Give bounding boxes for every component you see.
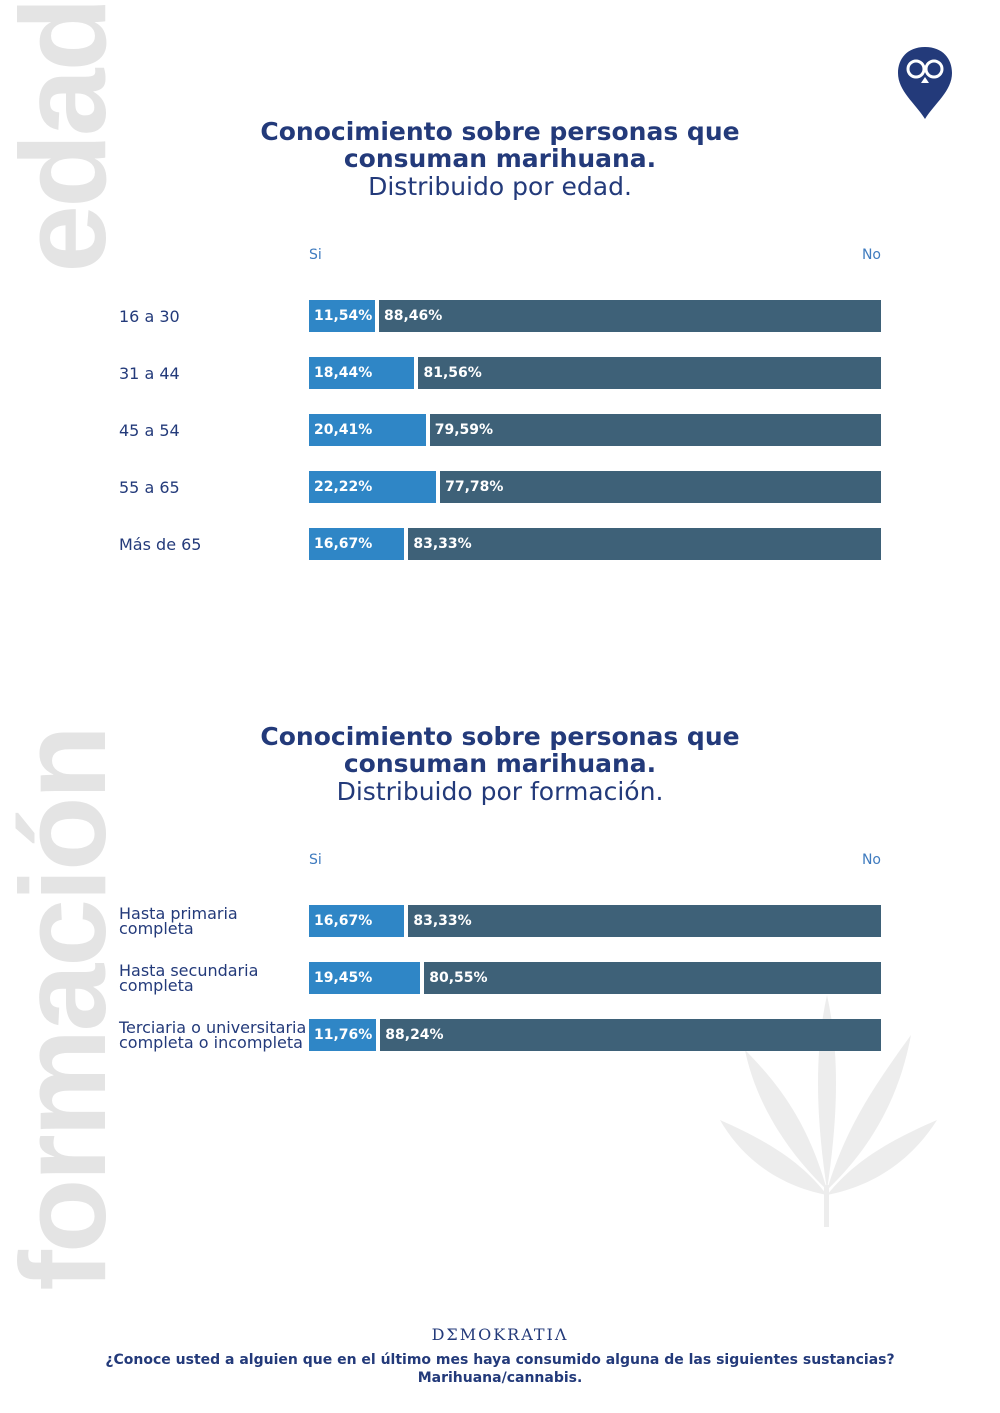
bar-segment xyxy=(379,300,881,332)
bar-segment xyxy=(440,471,881,503)
value-label: 22,22% xyxy=(314,479,373,495)
value-label: 11,76% xyxy=(314,1027,373,1043)
category-label: 16 a 30 xyxy=(119,306,180,326)
footer-question: ¿Conoce usted a alguien que en el último… xyxy=(105,1352,895,1368)
bar-segment xyxy=(418,357,881,389)
value-label: 19,45% xyxy=(314,970,373,986)
bar-segment xyxy=(424,962,881,994)
value-label: 79,59% xyxy=(434,422,494,438)
category-label: Terciaria o universitaria completa o inc… xyxy=(119,1018,307,1052)
chart-subtitle: Distribuido por edad. xyxy=(368,172,632,201)
bar-segment xyxy=(309,357,415,389)
category-label: Más de 65 xyxy=(119,534,202,554)
value-label: 11,54% xyxy=(314,308,373,324)
value-label: 16,67% xyxy=(314,536,373,552)
bar-segment xyxy=(309,962,421,994)
legend-entry: No xyxy=(861,247,881,263)
category-label: 55 a 65 xyxy=(119,477,180,497)
side-label: edad xyxy=(0,0,131,273)
bar-segment xyxy=(309,300,375,332)
chart-title: Conocimiento sobre personas que consuman… xyxy=(260,117,740,173)
category-label: Hasta secundaria completa xyxy=(119,961,259,995)
value-label: 88,24% xyxy=(385,1027,444,1043)
value-label: 77,78% xyxy=(445,479,504,495)
category-label: Hasta primaria completa xyxy=(119,904,238,938)
bar-segment xyxy=(309,528,405,560)
legend-entry: No xyxy=(861,852,881,868)
value-label: 20,41% xyxy=(314,422,373,438)
footer-answer: Marihuana/cannabis. xyxy=(417,1370,583,1386)
bar-segment xyxy=(309,414,426,446)
legend-entry: Si xyxy=(309,852,322,868)
value-label: 18,44% xyxy=(314,365,373,381)
value-label: 16,67% xyxy=(314,913,373,929)
chart-subtitle: Distribuido por formación. xyxy=(336,777,664,806)
value-label: 81,56% xyxy=(423,365,482,381)
value-label: 83,33% xyxy=(413,913,472,929)
bar-segment xyxy=(380,1019,881,1051)
logo xyxy=(898,47,952,119)
bar-segment xyxy=(309,905,405,937)
bar-segment xyxy=(429,414,881,446)
legend-entry: Si xyxy=(309,247,322,263)
chart-title: Conocimiento sobre personas que consuman… xyxy=(260,722,740,778)
brand: DΣMOKRATIΛ xyxy=(431,1325,569,1344)
side-label: formación xyxy=(0,728,131,1291)
bar-segment xyxy=(408,528,881,560)
category-label: 45 a 54 xyxy=(119,420,180,440)
value-label: 83,33% xyxy=(413,536,472,552)
bar-segment xyxy=(309,471,437,503)
category-label: 31 a 44 xyxy=(119,363,180,383)
value-label: 80,55% xyxy=(429,970,488,986)
bar-segment xyxy=(408,905,881,937)
bar-segment xyxy=(309,1019,377,1051)
value-label: 88,46% xyxy=(384,308,443,324)
